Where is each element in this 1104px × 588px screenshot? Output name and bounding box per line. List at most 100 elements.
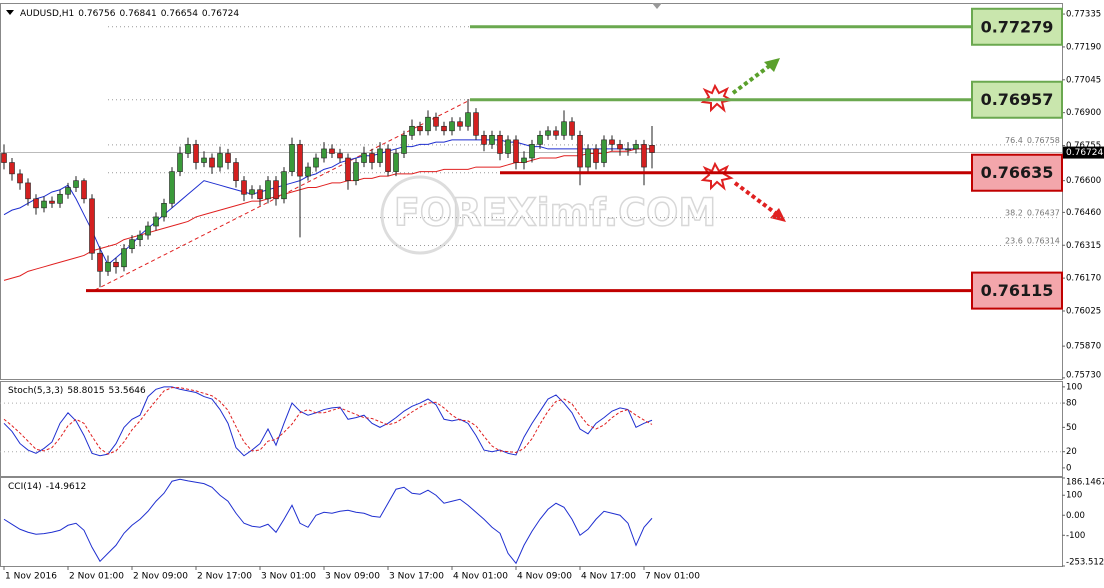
header-value: 0.76841	[119, 9, 156, 19]
candle-body	[169, 171, 175, 204]
candle-body	[145, 225, 151, 236]
candle-body	[617, 144, 623, 150]
candle-body	[121, 248, 127, 268]
candle-body	[425, 116, 431, 132]
candle-body	[113, 261, 119, 268]
candle-body	[25, 182, 31, 200]
candle-body	[65, 187, 71, 195]
y-tick-label: -100	[1066, 531, 1085, 541]
down-arrow-head	[770, 208, 786, 222]
y-tick-label: 0.76315	[1066, 241, 1101, 251]
level-box	[971, 7, 1063, 46]
candle-body	[337, 153, 343, 159]
candle-body	[385, 148, 391, 172]
candle-body	[521, 157, 527, 163]
y-tick-label: 50	[1066, 423, 1077, 433]
y-tick-label: 0.76170	[1066, 274, 1101, 284]
candle-body	[9, 162, 15, 175]
candle-body	[257, 189, 263, 200]
fib-price: 0.76437	[1027, 208, 1060, 217]
candle-body	[633, 144, 639, 150]
candle-body	[1, 153, 7, 163]
panel-title: CCI(14)	[8, 482, 42, 492]
candle-body	[241, 180, 247, 195]
candle-body	[193, 144, 199, 163]
candle-body	[57, 193, 63, 204]
candle-body	[305, 166, 311, 177]
candle-body	[569, 121, 575, 136]
x-tick-label: 2 Nov 01:00	[69, 572, 124, 582]
candle-body	[353, 162, 359, 181]
y-tick-label: 100	[1066, 491, 1082, 501]
header-value: -14.9612	[46, 482, 86, 492]
level-value: 0.76635	[981, 163, 1054, 182]
breakout-icon	[700, 83, 734, 113]
fib-price: 0.76314	[1027, 236, 1060, 245]
candle-body	[561, 121, 567, 136]
level-box	[971, 80, 1063, 119]
header-value: 0.76724	[202, 9, 239, 19]
panel-title: Stoch(5,3,3)	[8, 386, 63, 396]
candle-body	[225, 153, 231, 163]
candle-body	[33, 198, 39, 209]
watermark: FOREXimf.COM	[394, 191, 716, 235]
candle-body	[433, 116, 439, 127]
candle-body	[449, 121, 455, 132]
moving-average	[3, 139, 652, 266]
candle-body	[321, 148, 327, 159]
candle-body	[361, 153, 367, 163]
candle-body	[233, 162, 239, 181]
y-tick-label: 0	[1066, 463, 1071, 473]
level-value: 0.76115	[981, 281, 1054, 300]
candle-body	[545, 130, 551, 136]
y-tick-label: 186.1467	[1066, 478, 1104, 488]
indicator-line	[3, 386, 653, 457]
candle-body	[641, 144, 647, 168]
candle-body	[329, 148, 335, 154]
level-box	[971, 271, 1063, 310]
down-arrow	[733, 181, 780, 217]
watermark-logo	[380, 175, 460, 255]
panel-header: Stoch(5,3,3) 58.8015 53.5646	[8, 386, 146, 396]
y-tick-label: 80	[1066, 399, 1077, 409]
level-box	[971, 153, 1063, 192]
candle-body	[281, 171, 287, 200]
candle-body	[249, 189, 255, 195]
candle-body	[369, 153, 375, 163]
stoch-panel-frame	[0, 381, 1063, 477]
y-tick-label: 0.77335	[1066, 10, 1101, 20]
menu-marker	[6, 10, 14, 15]
header-value: 53.5646	[109, 386, 146, 396]
header-value: 0.76756	[78, 9, 115, 19]
candle-body	[577, 135, 583, 168]
y-tick-label: 100	[1066, 382, 1082, 392]
fib-level: 23.6	[1005, 236, 1023, 245]
header-value: 58.8015	[67, 386, 104, 396]
up-arrow-head	[764, 58, 780, 72]
candle-body	[105, 261, 111, 272]
current-price-tag	[1063, 146, 1104, 159]
y-tick-label: 0.76755	[1066, 141, 1101, 151]
candle-body	[313, 157, 319, 168]
candle-body	[185, 144, 191, 154]
candle-body	[401, 135, 407, 154]
candle-body	[89, 198, 95, 254]
candle-body	[217, 153, 223, 168]
candle-body	[593, 148, 599, 163]
y-tick-label: -253.5128	[1066, 558, 1104, 568]
level-value: 0.77279	[981, 17, 1054, 36]
candle-body	[481, 135, 487, 145]
candle-body	[345, 157, 351, 181]
candle-body	[393, 153, 399, 172]
current-price-label: 0.76724	[1066, 148, 1103, 158]
candle-body	[497, 135, 503, 154]
header-value: 0.76654	[161, 9, 198, 19]
fib-level: 38.2	[1005, 208, 1023, 217]
candle-body	[81, 180, 87, 200]
candle-body	[473, 112, 479, 136]
panel-title: AUDUSD,H1	[20, 9, 74, 19]
candle-body	[41, 200, 47, 209]
